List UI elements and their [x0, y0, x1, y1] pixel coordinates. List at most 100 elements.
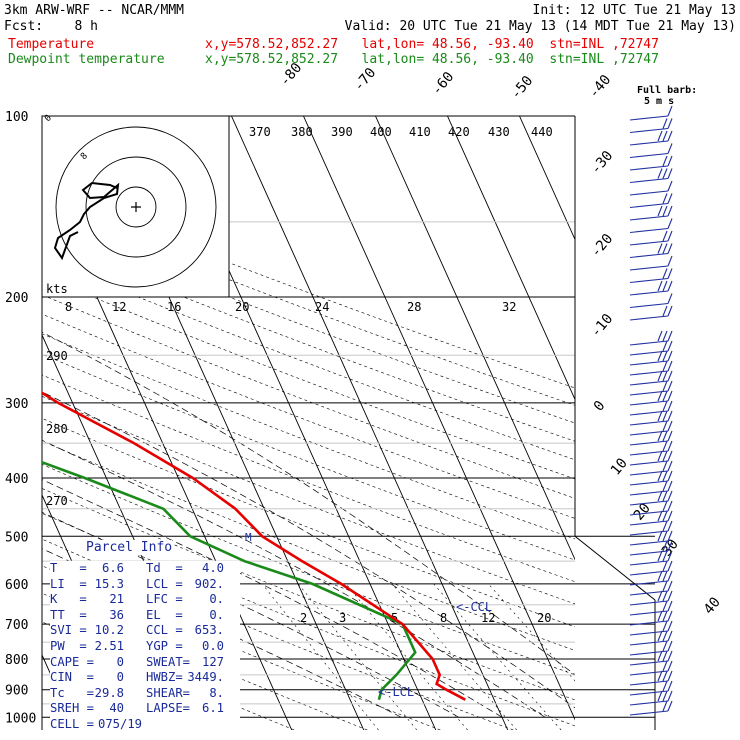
pressure-label: 1000 [5, 711, 36, 726]
barb-feather [662, 430, 668, 442]
barb-feather [667, 670, 673, 682]
speed-axis-label: 28 [407, 300, 421, 314]
header-fcst: Fcst: 8 h [4, 19, 98, 34]
temperature-profile [42, 391, 466, 701]
pressure-label: 100 [5, 110, 28, 125]
parcel-info-cell: 0. [209, 592, 224, 607]
parcel-info-row: CIN = 0 HWBZ= 3449. [50, 670, 240, 686]
barb-feather [667, 340, 673, 352]
barb-feather [667, 610, 673, 622]
header-init: Init: 12 UTC Tue 21 May 13 [532, 3, 737, 18]
barb-feather [662, 280, 668, 292]
mixing-ratio-line [433, 583, 562, 730]
parcel-info-row: Tc = 29.8 SHEAR= 8. [50, 685, 240, 702]
theta-label: 370 [249, 125, 271, 139]
wind-barb [629, 590, 673, 606]
barb-feather [662, 360, 668, 372]
barb-feather [667, 530, 673, 542]
wind-barb [629, 630, 673, 646]
barb-staff [629, 500, 669, 506]
speed-axis-label: 16 [167, 300, 181, 314]
barb-feather [667, 460, 673, 472]
barb-feather [662, 155, 668, 167]
dry-adiabat-line [42, 464, 575, 676]
pressure-label: 500 [5, 530, 28, 545]
barb-feather [657, 510, 663, 522]
wind-barb [629, 218, 673, 234]
barb-staff [629, 215, 669, 221]
hodograph-trace [53, 181, 120, 261]
barb-staff [629, 340, 669, 346]
barb-feather [662, 410, 668, 422]
parcel-info-cell: 29.8 [94, 685, 124, 700]
barb-feather [657, 490, 663, 502]
parcel-info-cell: 10.2 [94, 623, 124, 638]
isotherm-label: 40 [701, 594, 724, 617]
mixing-ratio-label: 3 [339, 611, 346, 625]
barb-feather [662, 700, 668, 712]
barb-feather [667, 520, 673, 532]
barb-feather [667, 400, 673, 412]
hodograph-units: kts [46, 282, 68, 296]
barb-feather [667, 600, 673, 612]
isotherm-label: -80 [277, 60, 306, 90]
barb-feather [662, 460, 668, 472]
barb-feather [667, 330, 673, 342]
barb-staff [629, 420, 669, 426]
parcel-info-cell: 3449. [187, 670, 224, 685]
parcel-info-cell: 21 [109, 592, 124, 607]
barb-feather [667, 470, 673, 482]
isotherm-label: 0 [591, 398, 609, 415]
barb-feather [662, 650, 668, 662]
parcel-info-cell: CCL = [146, 623, 183, 638]
frame-diagonal [574, 535, 656, 601]
barb-staff [629, 620, 669, 626]
barb-feather [657, 243, 663, 254]
wind-barb [629, 255, 673, 271]
barb-feather [667, 480, 673, 492]
wind-barb [629, 390, 673, 406]
wind-barb [629, 230, 673, 246]
barb-staff [629, 140, 669, 146]
header-model: 3km ARW-WRF -- NCAR/MMM [4, 3, 185, 18]
barb-feather [662, 168, 668, 179]
header-valid: Valid: 20 UTC Tue 21 May 13 (14 MDT Tue … [344, 19, 736, 34]
barb-feather [667, 293, 673, 304]
parcel-info-row: CELL = 075/19 [50, 716, 240, 733]
barb-staff [629, 240, 669, 246]
wind-barb [629, 105, 673, 121]
wind-barb [629, 168, 673, 184]
parcel-info-table: T = 6.6 Td = 4.0 LI = 15.3 LCL = 902. K = 21 LFC =… [50, 561, 240, 733]
barb-staff [629, 202, 669, 209]
parcel-info-cell: SWEAT= [146, 654, 191, 669]
barb-feather [662, 490, 668, 502]
barb-feather [662, 470, 668, 482]
barb-feather [657, 570, 663, 582]
parcel-info-cell: 0.0 [201, 638, 224, 653]
parcel-info-cell: CELL = [50, 716, 95, 731]
parcel-info-cell: 6.1 [201, 701, 224, 716]
barb-feather [667, 155, 673, 167]
barb-staff [629, 165, 669, 171]
speed-axis-label: 24 [315, 300, 329, 314]
barb-feather [667, 590, 673, 602]
barb-staff [629, 252, 669, 259]
mark-m: M [245, 531, 252, 544]
barb-staff [629, 127, 669, 134]
barb-feather [657, 450, 663, 462]
barb-feather [667, 560, 673, 572]
isotherm-label: -50 [508, 73, 537, 103]
theta-label: 440 [531, 125, 553, 139]
barb-staff [629, 177, 669, 184]
barb-feather [662, 630, 668, 642]
wind-barb [629, 700, 673, 716]
barb-feather [667, 243, 673, 254]
barb-feather [667, 500, 673, 512]
barb-staff [629, 290, 669, 296]
barb-staff [629, 265, 669, 271]
theta-label: 270 [46, 494, 68, 508]
barb-feather [667, 420, 673, 432]
barb-feather [657, 410, 663, 422]
parcel-info-cell: 653. [194, 623, 224, 638]
